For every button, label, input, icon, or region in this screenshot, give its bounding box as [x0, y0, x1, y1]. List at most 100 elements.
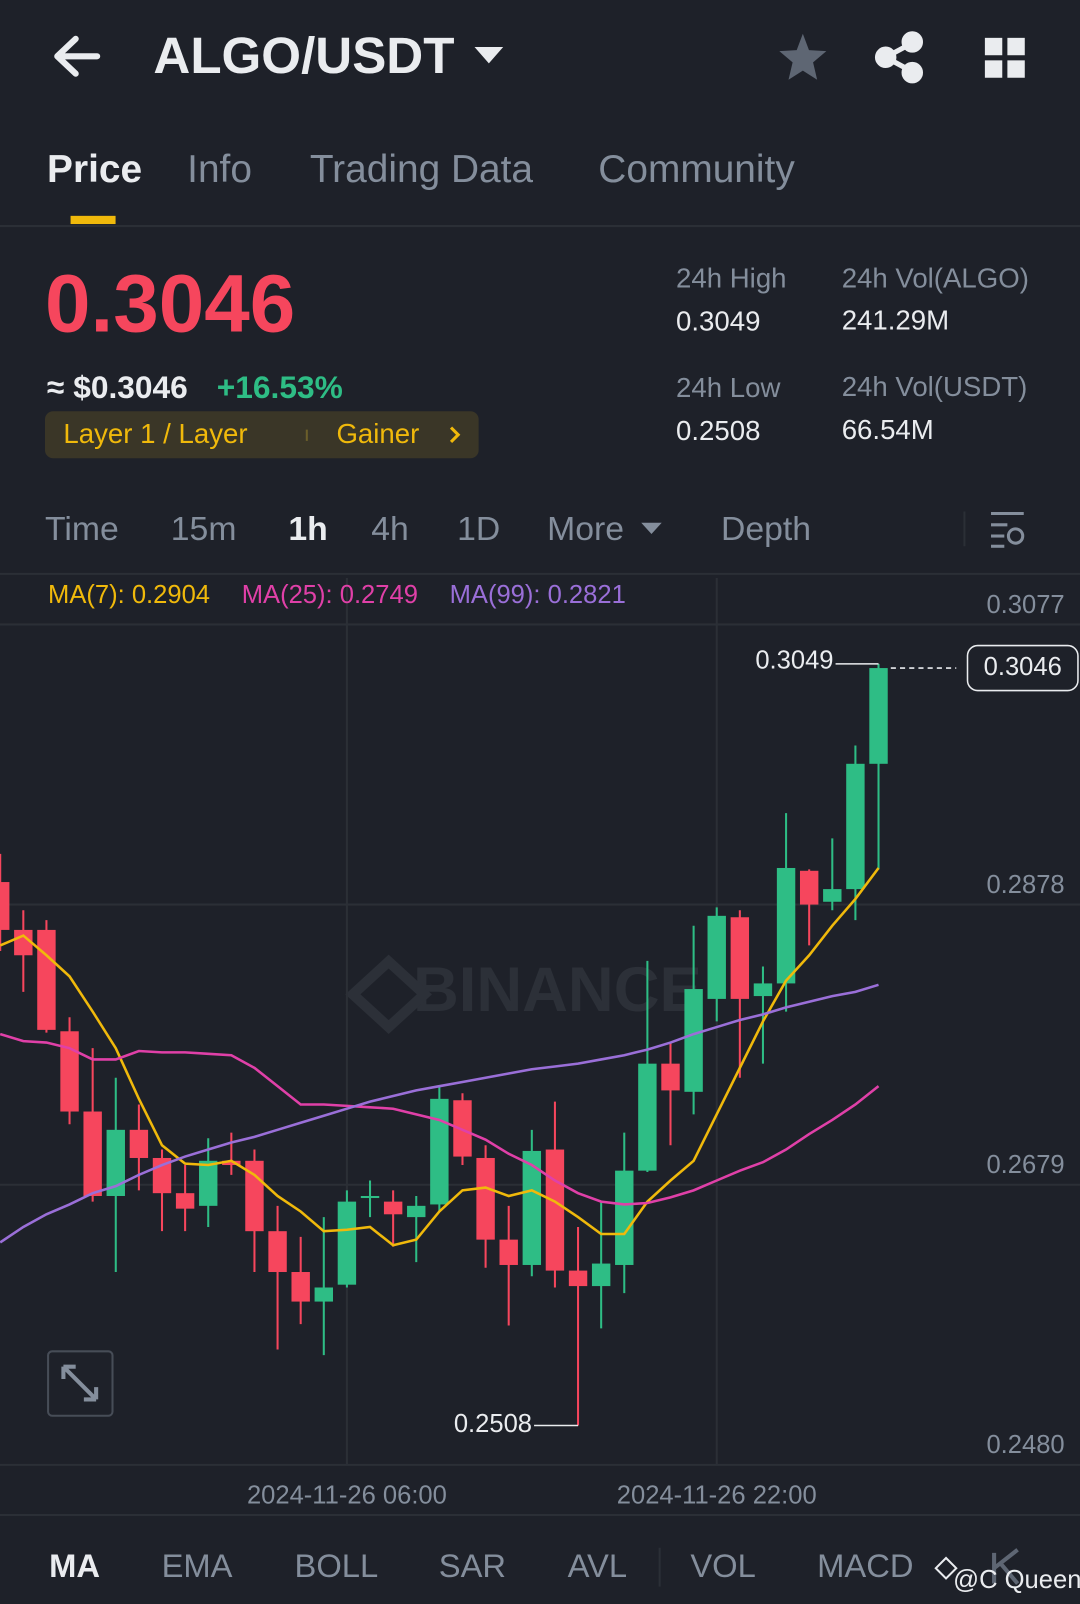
more-dropdown[interactable]: [641, 522, 662, 534]
y-tick-label: 0.2679: [986, 1151, 1064, 1179]
candle-body: [106, 1129, 125, 1196]
high-marker-label: 0.3049: [755, 647, 833, 675]
interval-active[interactable]: 1h: [288, 510, 327, 548]
pair-title[interactable]: ALGO/USDT: [153, 27, 454, 84]
stat-label: 24h Vol(ALGO): [842, 263, 1029, 294]
candle-body: [268, 1231, 287, 1273]
interval[interactable]: More: [547, 510, 624, 548]
back-button[interactable]: [54, 35, 101, 77]
stat-value: 0.3049: [676, 306, 760, 337]
legend-entry: MA(7): 0.2904: [48, 581, 210, 609]
stat-label: 24h High: [676, 263, 787, 294]
candle-body: [0, 882, 10, 930]
candle-body: [753, 983, 773, 997]
ma-line: [0, 983, 879, 1244]
candle-body: [199, 1160, 218, 1206]
tab-price[interactable]: Price: [47, 148, 142, 191]
interval[interactable]: 1D: [457, 510, 500, 548]
stat-value: 241.29M: [842, 305, 949, 336]
tab-info[interactable]: Info: [187, 148, 252, 191]
stat-value: 66.54M: [842, 414, 934, 445]
candle-body: [175, 1193, 195, 1209]
indicator[interactable]: AVL: [568, 1547, 627, 1584]
candle-body: [730, 917, 750, 999]
candlestick-chart: BINANCE 0.3077 0.2878 0.2679 0.2480 2024-11-2…: [0, 577, 1080, 1509]
usd-price: ≈ $0.3046: [47, 369, 188, 405]
interval[interactable]: Depth: [721, 510, 811, 548]
tag[interactable]: Gainer: [336, 418, 419, 449]
candle-body: [83, 1111, 102, 1196]
interval[interactable]: 4h: [371, 510, 409, 548]
interval[interactable]: 15m: [171, 510, 237, 548]
y-tick-label: 0.2878: [986, 871, 1064, 899]
y-tick-label: 0.3077: [986, 591, 1064, 619]
candle-body: [615, 1170, 634, 1265]
price-change: +16.53%: [217, 369, 343, 405]
candle-body: [60, 1031, 79, 1112]
candle-body: [499, 1239, 518, 1265]
y-tick-label: 0.2480: [986, 1431, 1064, 1459]
candle-body: [476, 1157, 495, 1240]
pair-dropdown[interactable]: [474, 47, 504, 64]
ma-line: [0, 1032, 880, 1206]
candle-body: [638, 1063, 657, 1171]
candle-body: [568, 1270, 588, 1287]
legend-entry: MA(25): 0.2749: [242, 581, 418, 609]
indicator[interactable]: EMA: [162, 1547, 233, 1584]
fullscreen-button[interactable]: [47, 1350, 114, 1417]
tab-trading-data[interactable]: Trading Data: [310, 148, 534, 191]
candle-body: [799, 870, 819, 905]
candle-body: [383, 1201, 403, 1215]
indicator-active[interactable]: MA: [49, 1547, 100, 1584]
indicator[interactable]: VOL: [690, 1547, 755, 1584]
x-tick-label: 2024-11-26 22:00: [617, 1481, 817, 1509]
candle-body: [776, 867, 796, 984]
candle-body: [407, 1205, 426, 1218]
indicator-settings-icon[interactable]: [992, 1548, 1020, 1585]
last-price: 0.3046: [45, 259, 295, 350]
tag-pill[interactable]: [45, 411, 479, 459]
stat-label: 24h Low: [676, 372, 780, 403]
ma-line: [0, 867, 880, 1247]
watermark-logo: [345, 954, 433, 1034]
candle-body: [707, 915, 726, 999]
interval[interactable]: Time: [45, 510, 119, 548]
credit: @C Queen: [953, 1566, 1080, 1594]
credit-logo: [934, 1556, 958, 1580]
grid-menu-icon[interactable]: [984, 37, 1025, 78]
legend-entry: MA(99): 0.2821: [450, 581, 626, 609]
favorite-icon[interactable]: [779, 33, 827, 80]
candle-body: [869, 668, 888, 764]
stat-value: 0.2508: [676, 415, 760, 446]
tag-chevron: [449, 426, 461, 444]
x-tick-label: 2024-11-26 06:00: [247, 1481, 447, 1509]
indicator[interactable]: MACD: [817, 1547, 913, 1584]
candle-body: [129, 1129, 149, 1158]
candle-body: [291, 1272, 310, 1302]
candle-body: [430, 1098, 449, 1205]
chart-settings-icon[interactable]: [991, 511, 1025, 548]
watermark: BINANCE: [413, 955, 702, 1025]
candle-body: [337, 1201, 357, 1285]
stat-label: 24h Vol(USDT): [842, 371, 1028, 402]
tag[interactable]: Layer 1 / Layer: [63, 418, 247, 449]
share-icon[interactable]: [874, 31, 924, 84]
indicator[interactable]: SAR: [439, 1547, 506, 1584]
indicator[interactable]: BOLL: [295, 1547, 379, 1584]
tab-indicator: [70, 215, 116, 225]
tab-community[interactable]: Community: [598, 148, 795, 191]
candle-body: [684, 989, 703, 1092]
candle-body: [222, 1160, 241, 1166]
candle-body: [314, 1287, 333, 1302]
candle-body: [846, 763, 865, 890]
last-price-tag: [966, 644, 1079, 692]
candle-body: [823, 889, 842, 902]
candle-body: [360, 1195, 380, 1199]
fullscreen-icon: [61, 1364, 99, 1402]
candle-body: [591, 1263, 611, 1287]
last-price-label: 0.3046: [984, 653, 1062, 681]
candle-body: [37, 929, 56, 1030]
